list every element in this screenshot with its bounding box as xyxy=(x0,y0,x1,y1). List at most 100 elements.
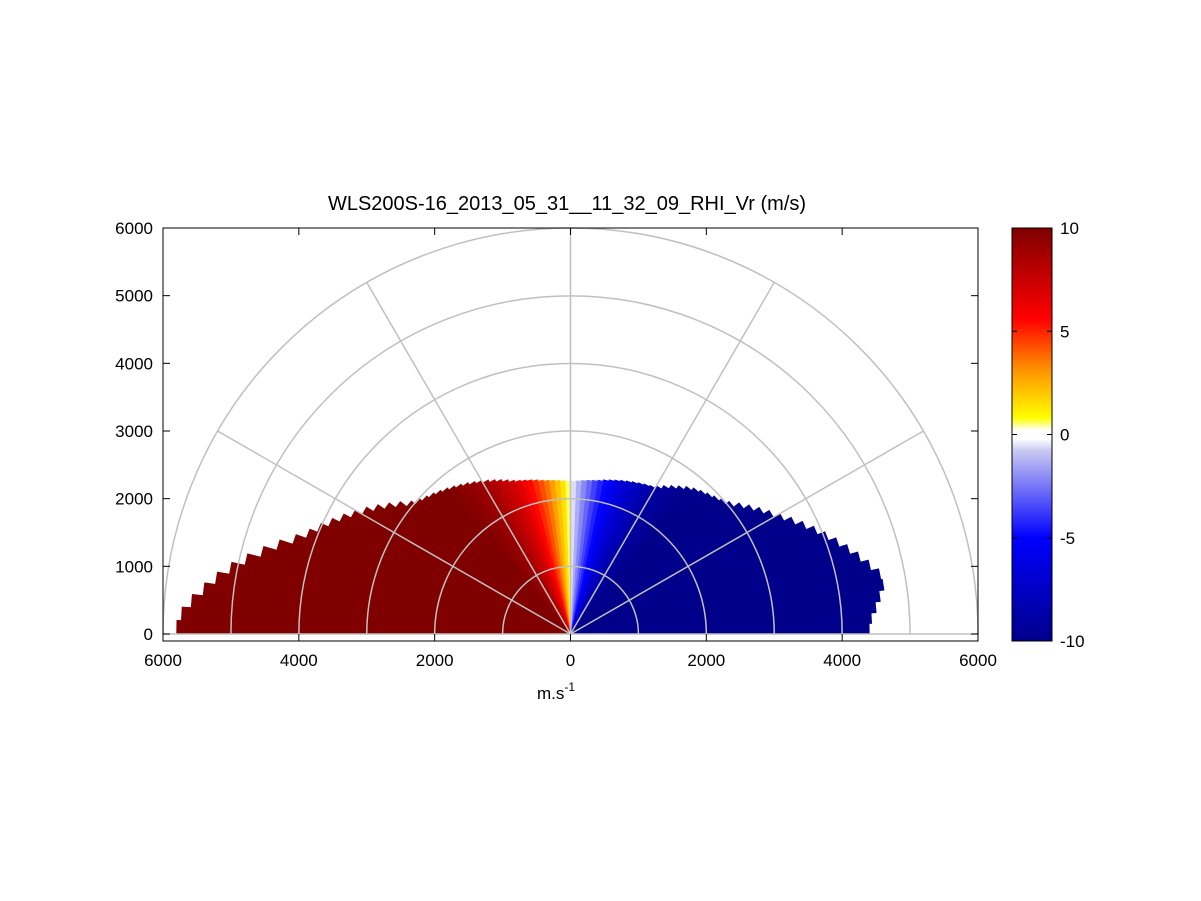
x-tick-label: 0 xyxy=(566,651,575,670)
data-cell xyxy=(781,618,791,627)
data-cell xyxy=(798,625,808,635)
data-cell xyxy=(195,620,205,635)
data-cell xyxy=(574,511,580,521)
data-cell xyxy=(863,623,870,635)
data-cell xyxy=(789,609,799,620)
x-tick-label: 4000 xyxy=(823,651,861,670)
data-cell xyxy=(253,600,263,613)
data-cell xyxy=(227,621,237,635)
data-cell xyxy=(797,609,807,619)
data-cell xyxy=(415,622,425,630)
data-cell xyxy=(765,619,775,628)
data-cell xyxy=(399,621,409,629)
data-cell xyxy=(829,605,840,617)
data-cell xyxy=(741,627,751,635)
data-cell xyxy=(853,603,864,615)
data-cell xyxy=(748,614,758,622)
data-cell xyxy=(757,620,767,628)
data-cell xyxy=(366,612,377,621)
data-cell xyxy=(270,591,281,604)
data-cell xyxy=(821,606,831,617)
data-cell xyxy=(737,502,745,511)
data-cell xyxy=(334,609,344,619)
data-cell xyxy=(375,613,385,622)
data-cell xyxy=(570,487,576,497)
data-cell xyxy=(573,520,579,530)
data-cell xyxy=(268,623,278,635)
data-cell xyxy=(375,606,386,615)
data-cell xyxy=(407,622,417,629)
data-cell xyxy=(352,595,363,605)
data-cell xyxy=(564,481,571,489)
data-cell xyxy=(836,595,847,607)
data-cell xyxy=(837,604,848,616)
data-cell xyxy=(708,628,718,635)
data-cell xyxy=(808,525,818,538)
x-tick-label: 4000 xyxy=(280,651,318,670)
data-cell xyxy=(415,617,425,625)
data-cell xyxy=(757,626,767,635)
data-cell xyxy=(580,480,587,489)
data-cell xyxy=(862,612,873,625)
colorbar-tick-label: 5 xyxy=(1060,322,1069,341)
data-cell xyxy=(293,624,303,635)
data-cell xyxy=(285,613,295,625)
data-cell xyxy=(812,598,823,609)
data-cell xyxy=(724,628,734,635)
data-cell xyxy=(641,483,650,492)
data-cell xyxy=(423,618,434,625)
data-cell xyxy=(181,606,189,621)
data-cell xyxy=(617,479,627,490)
data-cell xyxy=(301,624,311,635)
data-cell xyxy=(685,485,692,492)
data-cell xyxy=(382,627,392,635)
data-cell xyxy=(342,609,352,620)
data-cell xyxy=(612,479,621,488)
data-cell xyxy=(219,621,229,635)
x-tick-label: 6000 xyxy=(144,651,182,670)
data-cell xyxy=(847,623,857,635)
data-cell xyxy=(407,628,417,635)
data-cell xyxy=(431,624,441,630)
data-cell xyxy=(820,597,831,609)
data-cell xyxy=(631,481,639,487)
data-cell xyxy=(358,618,368,628)
x-axis-label-superscript: -1 xyxy=(564,680,575,694)
x-tick-label: 2000 xyxy=(416,651,454,670)
data-cell xyxy=(325,625,335,635)
data-cell xyxy=(293,604,304,616)
data-cell xyxy=(841,544,851,557)
data-cell xyxy=(343,602,353,612)
data-cell xyxy=(805,608,815,618)
colorbar-tick-label: 10 xyxy=(1060,219,1079,238)
colorbar xyxy=(1011,227,1053,642)
data-cell xyxy=(773,618,783,628)
y-tick-label: 1000 xyxy=(115,557,153,576)
data-cell xyxy=(374,626,384,635)
data-cell xyxy=(260,612,270,624)
data-cell xyxy=(309,624,319,635)
data-cell xyxy=(597,479,604,484)
data-cell xyxy=(448,625,457,631)
data-cell xyxy=(317,616,327,626)
data-cell xyxy=(870,601,877,614)
data-cell xyxy=(765,626,775,635)
data-cell xyxy=(415,628,425,635)
data-cell xyxy=(797,520,807,533)
data-cell xyxy=(845,603,856,616)
data-cell xyxy=(252,622,262,635)
data-cell xyxy=(358,626,368,635)
data-cell xyxy=(559,480,566,489)
data-cell xyxy=(822,624,832,635)
data-cell xyxy=(178,620,188,635)
data-cell xyxy=(579,487,587,498)
data-cell xyxy=(873,568,882,581)
data-cell xyxy=(690,487,700,496)
data-cell xyxy=(586,479,593,482)
data-cell xyxy=(806,625,816,635)
y-tick-label: 3000 xyxy=(115,422,153,441)
data-cell xyxy=(423,628,433,635)
data-cell xyxy=(804,599,814,610)
data-cell xyxy=(399,609,410,618)
